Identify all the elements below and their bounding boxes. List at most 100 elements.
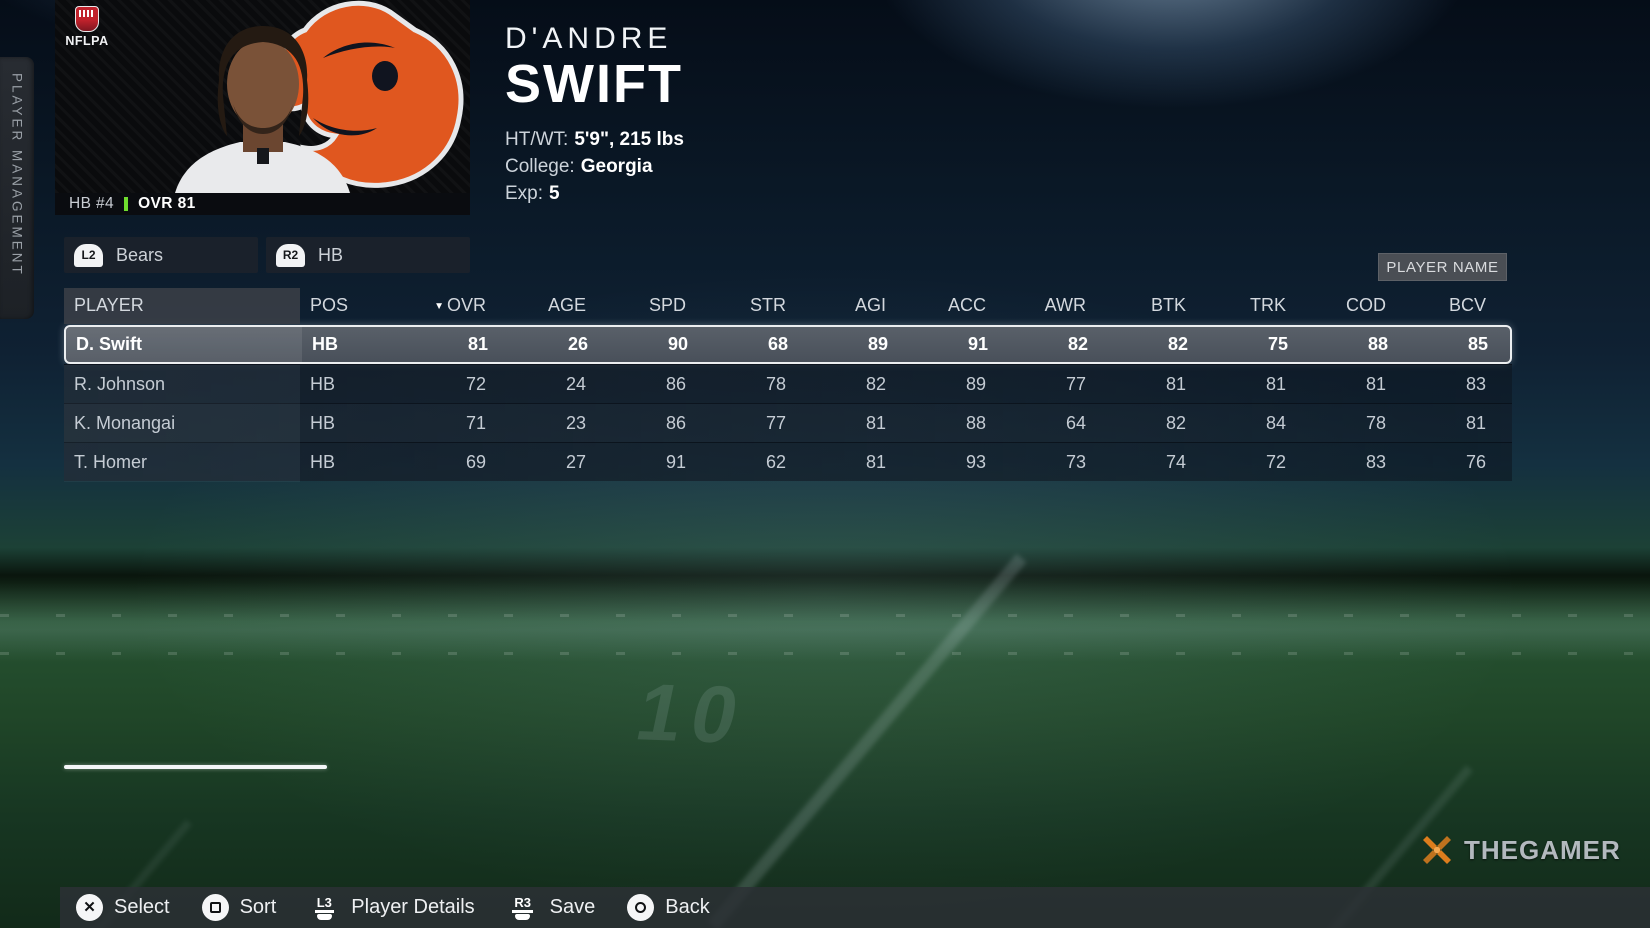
nflpa-shield-icon <box>75 6 99 32</box>
player-name-badge[interactable]: PLAYER NAME <box>1378 253 1507 281</box>
stat-cell: 91 <box>665 452 686 472</box>
control-label: Back <box>665 896 710 918</box>
card-position-number: HB #4 <box>69 195 115 212</box>
column-header-pos[interactable]: POS <box>310 295 349 315</box>
stat-cell: 75 <box>1267 334 1288 354</box>
control-sort[interactable]: Sort <box>201 894 277 921</box>
position-cell: HB <box>310 374 336 394</box>
stat-cell: 62 <box>765 452 786 472</box>
sort-descending-icon: ▼ <box>434 301 444 312</box>
column-header-trk[interactable]: TRK <box>1250 295 1286 315</box>
stat-cell: 86 <box>665 374 686 394</box>
yard-number: 10 <box>629 667 757 760</box>
r3-stick-icon: R3 <box>507 896 539 920</box>
stat-cell: 82 <box>1165 413 1186 433</box>
control-label: Sort <box>239 896 277 918</box>
column-header-bcv[interactable]: BCV <box>1448 295 1486 315</box>
cross-button-icon: ✕ <box>76 894 103 921</box>
field-light-band <box>0 582 1650 662</box>
stat-cell: 77 <box>765 413 786 433</box>
watermark: THEGAMER <box>1418 831 1621 869</box>
stat-cell: 64 <box>1065 413 1086 433</box>
stat-cell: 72 <box>1265 452 1286 472</box>
ovr-accent-bar <box>124 197 129 211</box>
stat-cell: 81 <box>865 452 886 472</box>
column-header-cod[interactable]: COD <box>1346 295 1386 315</box>
college-row: College: Georgia <box>505 153 684 180</box>
stat-cell: 90 <box>667 334 688 354</box>
stat-cell: 88 <box>1367 334 1388 354</box>
stat-cell: 23 <box>565 413 586 433</box>
position-cell: HB <box>312 334 338 354</box>
controls-bar: ✕ Select Sort L3 Player Details R3 Save Back <box>60 887 1650 928</box>
stat-cell: 93 <box>965 452 986 472</box>
column-header-player[interactable]: PLAYER <box>64 288 300 324</box>
table-body: D. Swift HB 81 26 90 68 89 91 82 82 75 88 85 R. Johns… <box>64 325 1512 482</box>
stat-cell: 81 <box>1365 374 1386 394</box>
table-row-r-johnson[interactable]: R. Johnson HB 72 24 86 78 82 89 77 81 81 81 83 <box>64 364 1512 404</box>
thegamer-logo-icon <box>1423 836 1451 864</box>
control-select[interactable]: ✕ Select <box>76 894 170 921</box>
control-back[interactable]: Back <box>627 894 710 921</box>
player-portrait: NFLPA <box>55 0 470 193</box>
stat-cell: 84 <box>1265 413 1286 433</box>
stat-cell: 83 <box>1365 452 1386 472</box>
position-cell: HB <box>310 452 336 472</box>
stat-cell: 71 <box>465 413 486 433</box>
stat-cell: 69 <box>465 452 486 472</box>
bears-logo-icon <box>175 0 464 193</box>
stat-cell: 26 <box>567 334 588 354</box>
filter-bar: L2 Bears R2 HB <box>64 237 470 273</box>
experience-row: Exp: 5 <box>505 180 684 207</box>
college-label: College: <box>505 156 575 177</box>
column-header-awr[interactable]: AWR <box>1044 295 1086 315</box>
table-row-d-swift[interactable]: D. Swift HB 81 26 90 68 89 91 82 82 75 88 85 <box>64 325 1512 364</box>
column-header-ovr[interactable]: ▼ OVR <box>434 295 486 315</box>
player-name-cell: K. Monangai <box>64 404 300 443</box>
height-weight-row: HT/WT: 5'9", 215 lbs <box>505 126 684 153</box>
scroll-indicator[interactable] <box>64 765 327 769</box>
stat-cell: 81 <box>1265 374 1286 394</box>
player-info: D'ANDRE SWIFT HT/WT: 5'9", 215 lbs Colleg… <box>505 22 684 207</box>
player-management-tab[interactable]: PLAYER MANAGEMENT <box>0 57 34 319</box>
stat-cell: 81 <box>1165 374 1186 394</box>
experience-label: Exp: <box>505 183 544 204</box>
stat-cell: 81 <box>865 413 886 433</box>
table-row-k-monangai[interactable]: K. Monangai HB 71 23 86 77 81 88 64 82 84 78 81 <box>64 403 1512 443</box>
column-header-agi[interactable]: AGI <box>854 295 886 315</box>
card-ovr: OVR 81 <box>138 195 196 212</box>
yard-line <box>707 553 1027 928</box>
table-row-t-homer[interactable]: T. Homer HB 69 27 91 62 81 93 73 74 72 83 76 <box>64 442 1512 482</box>
height-weight-label: HT/WT: <box>505 129 569 150</box>
control-label: Player Details <box>351 896 475 918</box>
column-header-str[interactable]: STR <box>750 295 786 315</box>
stat-cell: 82 <box>865 374 886 394</box>
player-card: NFLPA HB #4 OVR 81 <box>55 0 470 215</box>
column-header-spd[interactable]: SPD <box>648 295 686 315</box>
stat-cell: 89 <box>965 374 986 394</box>
control-save[interactable]: R3 Save <box>507 896 595 920</box>
column-header-age[interactable]: AGE <box>547 295 586 315</box>
watermark-text: THEGAMER <box>1464 834 1621 865</box>
control-player-details[interactable]: L3 Player Details <box>308 896 475 920</box>
position-filter-button[interactable]: R2 HB <box>266 237 470 273</box>
stat-cell: 86 <box>665 413 686 433</box>
column-header-acc[interactable]: ACC <box>947 295 986 315</box>
player-name-cell: D. Swift <box>66 327 302 362</box>
column-header-btk[interactable]: BTK <box>1150 295 1186 315</box>
team-filter-button[interactable]: L2 Bears <box>64 237 258 273</box>
position-cell: HB <box>310 413 336 433</box>
nflpa-label: NFLPA <box>65 34 109 48</box>
stat-cell: 85 <box>1467 334 1488 354</box>
roster-table: PLAYER POS ▼ OVR AGE SPD STR AGI ACC AWR BTK TRK COD… <box>64 288 1512 482</box>
circle-button-icon <box>627 894 655 921</box>
stat-cell: 88 <box>965 413 986 433</box>
stat-cell: 74 <box>1165 452 1186 472</box>
stat-cell: 24 <box>565 374 586 394</box>
stat-cell: 78 <box>1365 413 1386 433</box>
player-first-name: D'ANDRE <box>505 22 673 55</box>
stat-cell: 81 <box>1465 413 1486 433</box>
stat-cell: 73 <box>1065 452 1086 472</box>
stat-cell: 68 <box>767 334 788 354</box>
